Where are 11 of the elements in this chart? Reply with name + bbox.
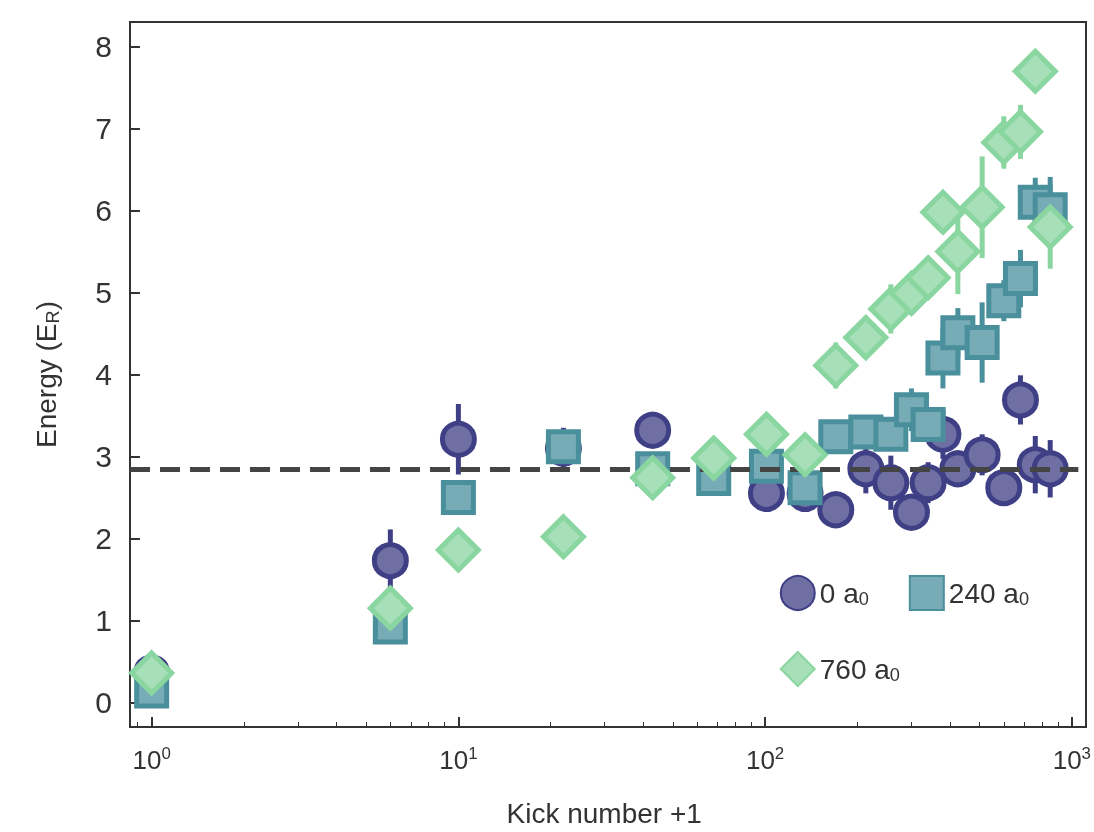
- x-axis-title: Kick number +1: [506, 797, 702, 829]
- y-tick-label: 8: [95, 30, 112, 64]
- y-tick-label: 4: [95, 358, 112, 391]
- y-tick-label: 2: [95, 521, 112, 555]
- y-tick-label: 6: [95, 194, 112, 228]
- y-tick-label: 5: [95, 276, 112, 310]
- y-tick-label: 7: [95, 112, 112, 146]
- y-tick-label: 3: [95, 439, 112, 473]
- y-axis-title: Energy (ER): [31, 301, 63, 448]
- y-tick-label: 0: [95, 685, 112, 719]
- y-tick-label: 1: [95, 603, 112, 637]
